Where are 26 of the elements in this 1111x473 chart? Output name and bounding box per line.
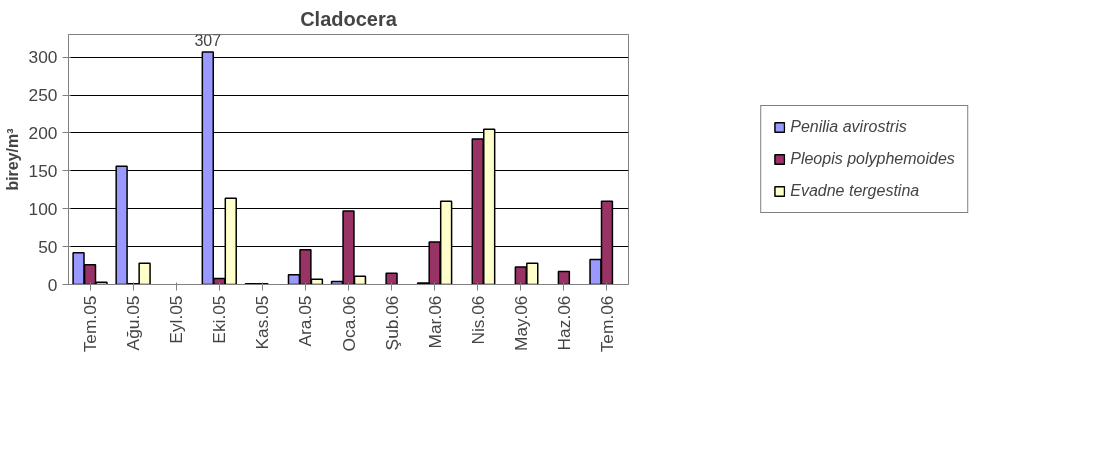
x-tick-label: May.06	[510, 295, 531, 352]
x-tick-label: Tem.05	[80, 295, 101, 353]
x-tick-label: Eki.05	[209, 295, 230, 344]
x-tick-label: Haz.06	[553, 295, 574, 351]
y-tick-label: 300	[28, 47, 58, 68]
legend-label: Penilia avirostris	[790, 118, 907, 136]
y-tick-label: 150	[28, 160, 58, 181]
data-label: 307	[194, 31, 222, 49]
y-tick-label: 200	[28, 122, 58, 143]
x-tick-label: Mar.06	[424, 295, 445, 349]
x-tick-label: Ağu.05	[123, 295, 144, 351]
y-axis-title: birey/m³	[3, 128, 21, 191]
x-tick-label: Oca.06	[338, 295, 359, 352]
y-tick-label: 100	[28, 198, 58, 219]
chart-title: Cladocera	[300, 7, 398, 30]
x-tick-label: Tem.06	[596, 295, 617, 353]
y-tick-label: 50	[38, 236, 58, 257]
x-tick-label: Şub.06	[381, 295, 402, 351]
x-tick-label: Kas.05	[252, 295, 273, 350]
x-tick-label: Ara.05	[295, 295, 316, 347]
y-tick-label: 250	[28, 85, 58, 106]
x-tick-label: Nis.06	[467, 295, 488, 345]
y-tick-label: 0	[47, 274, 58, 295]
x-tick-label: Eyl.05	[166, 295, 187, 344]
legend-label: Pleopis polyphemoides	[790, 150, 955, 168]
legend-label: Evadne tergestina	[790, 182, 920, 200]
